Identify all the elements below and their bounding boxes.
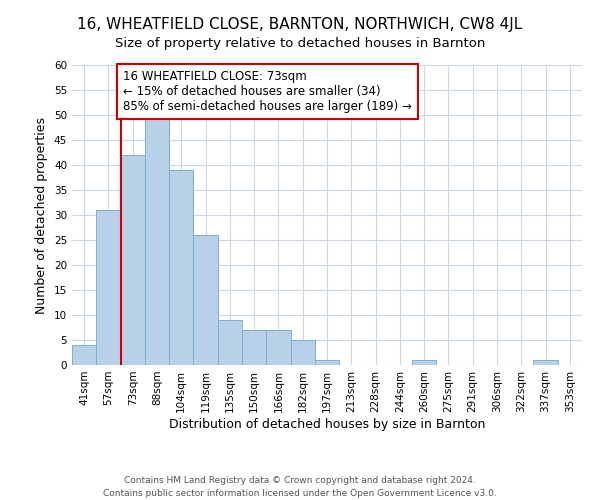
Bar: [290, 340, 315, 365]
Bar: [193, 235, 218, 365]
Bar: [121, 155, 145, 365]
Text: Size of property relative to detached houses in Barnton: Size of property relative to detached ho…: [115, 38, 485, 51]
Bar: [266, 330, 290, 365]
Bar: [242, 330, 266, 365]
Bar: [412, 360, 436, 365]
Text: Contains HM Land Registry data © Crown copyright and database right 2024.
Contai: Contains HM Land Registry data © Crown c…: [103, 476, 497, 498]
Bar: [533, 360, 558, 365]
Bar: [315, 360, 339, 365]
Text: 16 WHEATFIELD CLOSE: 73sqm
← 15% of detached houses are smaller (34)
85% of semi: 16 WHEATFIELD CLOSE: 73sqm ← 15% of deta…: [123, 70, 412, 113]
Bar: [169, 170, 193, 365]
X-axis label: Distribution of detached houses by size in Barnton: Distribution of detached houses by size …: [169, 418, 485, 430]
Y-axis label: Number of detached properties: Number of detached properties: [35, 116, 49, 314]
Text: 16, WHEATFIELD CLOSE, BARNTON, NORTHWICH, CW8 4JL: 16, WHEATFIELD CLOSE, BARNTON, NORTHWICH…: [77, 18, 523, 32]
Bar: [218, 320, 242, 365]
Bar: [145, 115, 169, 365]
Bar: [96, 210, 121, 365]
Bar: [72, 345, 96, 365]
